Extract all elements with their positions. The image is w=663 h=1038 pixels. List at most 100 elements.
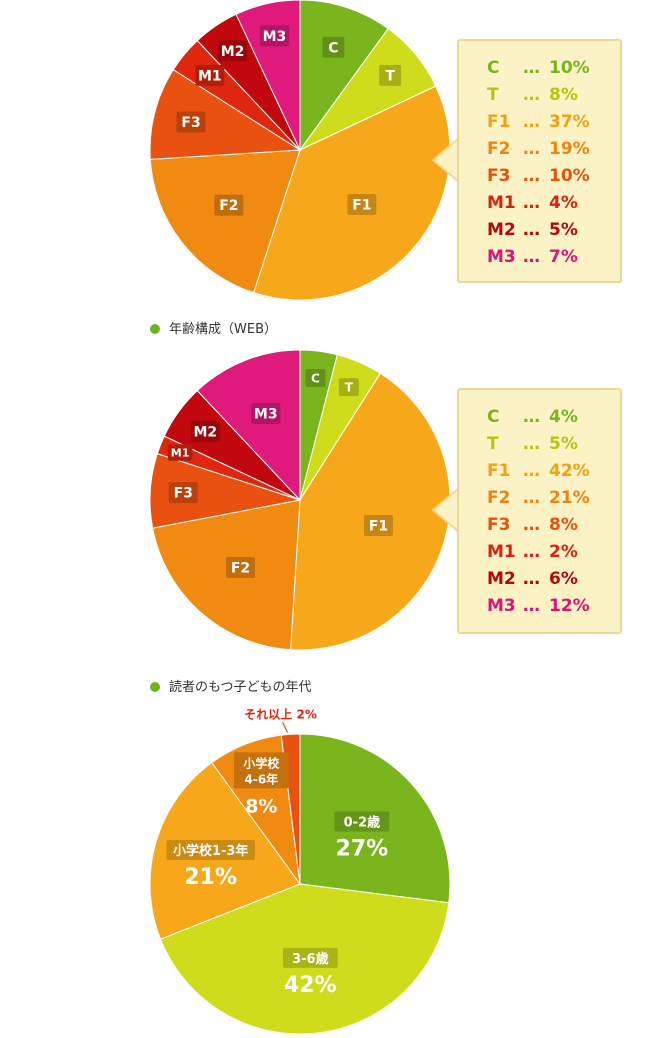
chart-title-2: 年齢構成（WEB） bbox=[150, 322, 277, 338]
legend-separator: … bbox=[523, 515, 540, 535]
legend-code: M2 bbox=[487, 569, 516, 589]
legend-percent: 10% bbox=[549, 58, 590, 78]
legend-item-1-M1: M1 … 4% bbox=[487, 191, 578, 215]
legend-code: F1 bbox=[487, 112, 511, 132]
svg-text:F1: F1 bbox=[369, 519, 388, 535]
legend-2: C … 4% T … 5% F1 … 42% F2 … 21% F3 … 8% M1 … 2% M2 … 6% M3 … 12… bbox=[457, 388, 622, 634]
slice-label-1-M1: M1 bbox=[195, 64, 225, 86]
legend-code: M3 bbox=[487, 596, 516, 616]
legend-separator: … bbox=[523, 85, 540, 105]
slice-label-2-T: T bbox=[338, 378, 359, 397]
legend-code: F2 bbox=[487, 139, 511, 159]
slice-label-1-F2: F2 bbox=[214, 194, 244, 216]
legend-percent: 6% bbox=[549, 569, 578, 589]
slice-label-2-M3: M3 bbox=[251, 403, 281, 425]
legend-percent: 8% bbox=[549, 85, 578, 105]
slice-label-3-1: 0-2歳 27% bbox=[334, 811, 390, 861]
legend-item-1-F2: F2 … 19% bbox=[487, 137, 590, 161]
legend-item-1-T: T … 8% bbox=[487, 83, 578, 107]
legend-item-2-M1: M1 … 2% bbox=[487, 540, 578, 564]
pie-chart-1: C T F1 F2 F3 M1 M2 M3 bbox=[149, 0, 460, 301]
slice-label-3-2: 3-6歳 42% bbox=[282, 947, 338, 998]
svg-text:27%: 27% bbox=[336, 836, 389, 861]
legend-separator: … bbox=[523, 461, 540, 481]
chart-title-3: 読者のもつ子どもの年代 bbox=[150, 680, 311, 696]
legend-code: M1 bbox=[487, 542, 516, 562]
legend-code: M3 bbox=[487, 247, 516, 267]
chart-title-3-text: 読者のもつ子どもの年代 bbox=[169, 680, 312, 695]
callout-line bbox=[282, 722, 289, 733]
legend-percent: 10% bbox=[549, 166, 590, 186]
chart-section-2: C T F1 F2 F3 M1 M2 M3 C… 4% T… 5% F1… 42% F2… 21% F3… 8%… bbox=[0, 340, 663, 660]
slice-label-2-F3: F3 bbox=[168, 482, 198, 504]
pie-chart-2: C T F1 F2 F3 M1 M2 M3 bbox=[149, 349, 460, 651]
chart-section-1: C T F1 F2 F3 M1 M2 M3 C… 10% T… 8% F1… 37% F2… 19% F3… 1… bbox=[0, 0, 663, 310]
svg-text:T: T bbox=[345, 380, 354, 394]
pie-slice-1-F2 bbox=[149, 149, 301, 294]
legend-percent: 2% bbox=[549, 542, 578, 562]
legend-1: C … 10% T … 8% F1 … 37% F2 … 19% F3 … 10% M1 … 4% M2 … 5% M3 …… bbox=[457, 39, 622, 283]
slice-label-2-F2: F2 bbox=[225, 557, 255, 579]
legend-code: F3 bbox=[487, 166, 511, 186]
svg-text:F3: F3 bbox=[174, 486, 193, 502]
legend-percent: 4% bbox=[549, 407, 578, 427]
legend-separator: … bbox=[523, 434, 540, 454]
slice-label-2-M1: M1 bbox=[167, 444, 193, 461]
slice-label-1-M2: M2 bbox=[218, 40, 248, 62]
svg-text:4-6年: 4-6年 bbox=[245, 771, 279, 786]
legend-separator: … bbox=[523, 596, 540, 616]
legend-separator: … bbox=[523, 542, 540, 562]
legend-separator: … bbox=[523, 407, 540, 427]
svg-text:小学校: 小学校 bbox=[243, 755, 280, 770]
svg-text:C: C bbox=[311, 371, 320, 385]
legend-separator: … bbox=[523, 220, 540, 240]
pie-slice-1-F3 bbox=[149, 68, 302, 160]
legend-percent: 42% bbox=[549, 461, 590, 481]
legend-item-2-M2: M2 … 6% bbox=[487, 567, 578, 591]
svg-text:C: C bbox=[328, 40, 338, 56]
svg-text:M1: M1 bbox=[171, 446, 190, 459]
pie-slice-2-M3 bbox=[196, 349, 301, 502]
legend-item-2-M3: M3 … 12% bbox=[487, 594, 590, 618]
legend-separator: … bbox=[523, 488, 540, 508]
legend-item-2-C: C … 4% bbox=[487, 405, 578, 429]
svg-text:M3: M3 bbox=[254, 407, 278, 423]
svg-text:F1: F1 bbox=[352, 198, 371, 214]
legend-separator: … bbox=[523, 58, 540, 78]
legend-percent: 5% bbox=[549, 220, 578, 240]
slice-label-2-C: C bbox=[305, 368, 326, 387]
legend-percent: 7% bbox=[549, 247, 578, 267]
svg-text:M3: M3 bbox=[263, 29, 287, 45]
legend-code: T bbox=[487, 434, 499, 454]
svg-text:M2: M2 bbox=[221, 44, 245, 60]
legend-item-1-M3: M3 … 7% bbox=[487, 245, 578, 269]
legend-item-1-F1: F1 … 37% bbox=[487, 110, 590, 134]
legend-item-2-F1: F1 … 42% bbox=[487, 459, 590, 483]
legend-item-2-F2: F2 … 21% bbox=[487, 486, 590, 510]
bullet-dot-icon bbox=[150, 682, 160, 692]
legend-code: M1 bbox=[487, 193, 516, 213]
legend-code: C bbox=[487, 407, 500, 427]
legend-separator: … bbox=[523, 193, 540, 213]
slice-label-3-3: 小学校1-3年 21% bbox=[166, 840, 255, 890]
slice-label-1-T: T bbox=[379, 64, 402, 86]
legend-percent: 21% bbox=[549, 488, 590, 508]
legend-separator: … bbox=[523, 247, 540, 267]
bullet-dot-icon bbox=[150, 324, 160, 334]
slice-label-1-F3: F3 bbox=[176, 111, 206, 133]
legend-separator: … bbox=[523, 112, 540, 132]
slice-label-2-M2: M2 bbox=[190, 420, 220, 442]
legend-code: C bbox=[487, 58, 500, 78]
legend-box-2 bbox=[457, 388, 622, 634]
legend-code: M2 bbox=[487, 220, 516, 240]
svg-text:小学校1-3年: 小学校1-3年 bbox=[173, 843, 249, 859]
svg-text:0-2歳: 0-2歳 bbox=[344, 814, 381, 830]
legend-separator: … bbox=[523, 139, 540, 159]
legend-item-2-F3: F3 … 8% bbox=[487, 513, 578, 537]
chart-section-3: 0-2歳 27% 3-6歳 42% 小学校1-3年 21% 小学校 4-6年 8% それ以上 2% bbox=[0, 698, 663, 1038]
legend-item-1-F3: F3 … 10% bbox=[487, 164, 590, 188]
legend-item-2-T: T … 5% bbox=[487, 432, 578, 456]
legend-percent: 19% bbox=[549, 139, 590, 159]
